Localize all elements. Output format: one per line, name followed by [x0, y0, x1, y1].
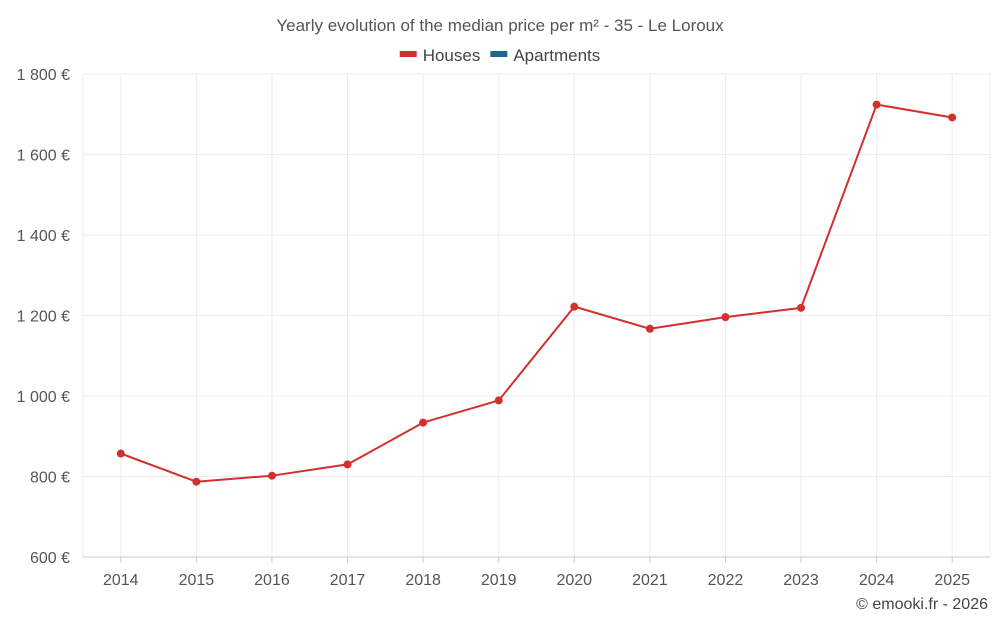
- data-point-houses: [645, 324, 654, 333]
- x-tick-label: 2024: [859, 572, 895, 589]
- x-tick-label: 2023: [783, 572, 819, 589]
- legend-swatch-houses: [399, 51, 417, 57]
- x-tick-label: 2017: [330, 572, 366, 589]
- credit-text: © emooki.fr - 2026: [856, 596, 988, 613]
- chart-title: Yearly evolution of the median price per…: [276, 16, 724, 35]
- x-tick-label: 2020: [556, 572, 592, 589]
- data-point-houses: [721, 313, 730, 322]
- x-tick-label: 2018: [405, 572, 441, 589]
- legend-label-houses: Houses: [423, 46, 481, 65]
- data-point-houses: [419, 418, 428, 427]
- x-tick-label: 2025: [934, 572, 970, 589]
- y-tick-label: 1 800 €: [17, 67, 70, 84]
- legend-item-houses[interactable]: Houses: [399, 46, 481, 65]
- data-point-houses: [116, 449, 125, 458]
- x-tick-label: 2016: [254, 572, 290, 589]
- y-tick-label: 1 200 €: [17, 309, 70, 326]
- data-point-houses: [343, 460, 352, 469]
- x-tick-label: 2019: [481, 572, 517, 589]
- data-point-houses: [267, 471, 276, 480]
- legend-swatch-apartments: [490, 51, 508, 57]
- data-point-houses: [948, 113, 957, 122]
- y-tick-label: 1 000 €: [17, 389, 70, 406]
- data-point-houses: [872, 100, 881, 109]
- x-tick-label: 2014: [103, 572, 139, 589]
- data-point-houses: [570, 302, 579, 311]
- series: [116, 100, 957, 486]
- x-tick-label: 2021: [632, 572, 668, 589]
- data-point-houses: [797, 303, 806, 312]
- series-line-houses: [120, 103, 953, 483]
- y-tick-label: 800 €: [30, 470, 70, 487]
- axes: 600 € 800 € 1 000 € 1 200 € 1 400 € 1 600 € 1 …: [17, 67, 990, 589]
- y-tick-label: 1 600 €: [17, 148, 70, 165]
- data-point-houses: [192, 477, 201, 486]
- data-point-houses: [494, 396, 503, 405]
- legend-item-apartments[interactable]: Apartments: [490, 46, 600, 65]
- y-tick-label: 600 €: [30, 550, 70, 567]
- x-tick-label: 2022: [708, 572, 744, 589]
- legend[interactable]: Houses Apartments: [399, 46, 601, 65]
- legend-label-apartments: Apartments: [513, 46, 600, 65]
- x-tick-label: 2015: [179, 572, 215, 589]
- grid: [82, 73, 991, 557]
- y-tick-label: 1 400 €: [17, 228, 70, 245]
